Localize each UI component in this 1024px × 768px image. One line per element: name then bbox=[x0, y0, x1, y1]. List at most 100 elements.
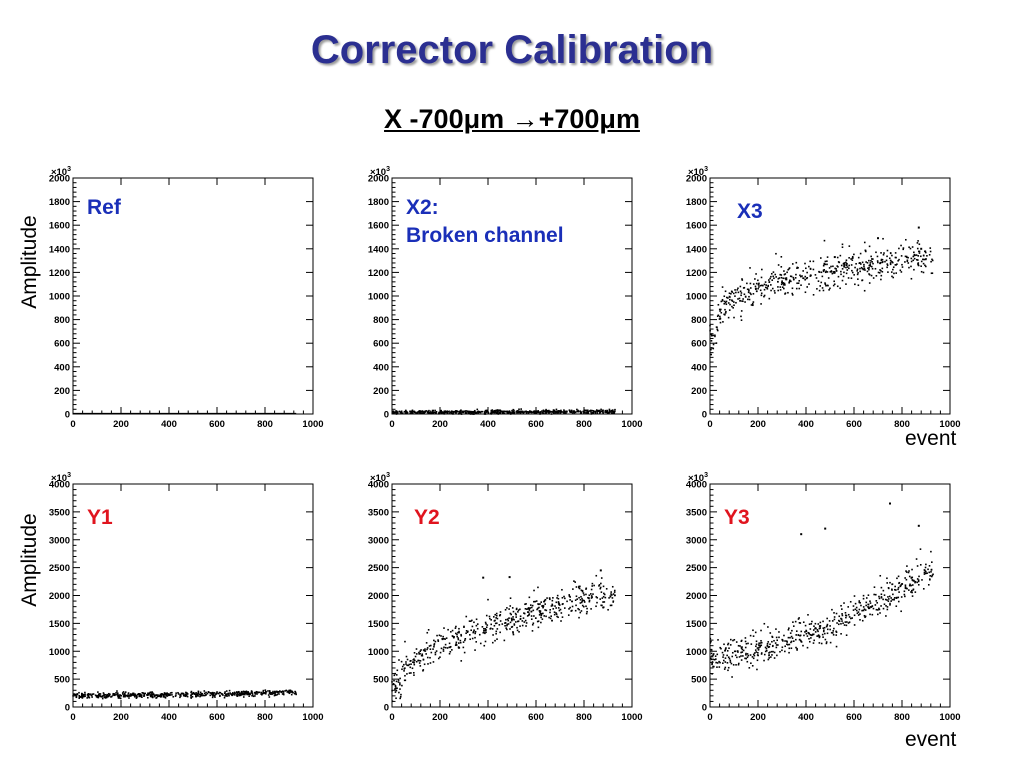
data-point bbox=[421, 410, 424, 412]
data-point bbox=[770, 272, 773, 275]
data-point bbox=[749, 654, 752, 656]
x-tick-label: 0 bbox=[389, 712, 394, 723]
data-point bbox=[404, 412, 407, 415]
data-point bbox=[251, 692, 254, 695]
data-point bbox=[916, 247, 919, 250]
data-point bbox=[600, 408, 602, 411]
data-point bbox=[867, 594, 870, 596]
y-multiplier: ×103 bbox=[370, 472, 390, 484]
data-point bbox=[432, 648, 434, 650]
data-point bbox=[895, 272, 898, 274]
y-tick-label: 1600 bbox=[49, 221, 70, 232]
data-point bbox=[509, 612, 512, 615]
data-point bbox=[412, 659, 415, 661]
data-point bbox=[790, 280, 792, 283]
data-point bbox=[495, 409, 498, 412]
data-point bbox=[879, 262, 881, 265]
data-point bbox=[532, 622, 535, 625]
data-point bbox=[513, 411, 516, 414]
data-point bbox=[553, 409, 556, 412]
data-point bbox=[519, 618, 522, 620]
data-point bbox=[433, 645, 435, 648]
data-point bbox=[826, 271, 829, 273]
data-point bbox=[428, 409, 430, 412]
data-point bbox=[551, 599, 554, 602]
data-point bbox=[609, 604, 612, 607]
data-point bbox=[744, 646, 747, 649]
data-point bbox=[491, 628, 494, 630]
data-point bbox=[492, 411, 495, 414]
data-point bbox=[497, 410, 500, 412]
data-point bbox=[126, 694, 129, 697]
data-point bbox=[781, 282, 784, 285]
data-point bbox=[258, 691, 261, 694]
data-point bbox=[124, 691, 127, 693]
data-point bbox=[602, 606, 605, 609]
data-point bbox=[839, 254, 842, 257]
data-point bbox=[784, 273, 787, 275]
data-point bbox=[518, 410, 520, 413]
data-point bbox=[512, 631, 514, 633]
data-point bbox=[429, 648, 432, 651]
data-point bbox=[756, 290, 758, 293]
data-point bbox=[835, 631, 838, 633]
data-point bbox=[252, 695, 255, 698]
x-tick-label: 600 bbox=[846, 712, 862, 723]
data-point bbox=[826, 624, 828, 627]
data-point bbox=[746, 288, 749, 291]
data-point bbox=[789, 279, 791, 282]
data-point bbox=[128, 695, 131, 697]
data-point bbox=[527, 411, 530, 414]
data-point bbox=[895, 589, 897, 591]
data-point bbox=[894, 256, 897, 259]
data-point bbox=[169, 692, 172, 694]
data-point bbox=[254, 692, 257, 694]
data-point bbox=[906, 587, 908, 590]
data-point bbox=[572, 412, 574, 414]
data-point bbox=[236, 692, 239, 694]
data-point bbox=[394, 411, 396, 414]
data-point bbox=[802, 621, 805, 624]
data-point bbox=[185, 695, 187, 698]
data-point bbox=[550, 615, 552, 617]
data-point bbox=[186, 695, 189, 698]
data-point bbox=[755, 643, 758, 646]
data-point bbox=[760, 276, 763, 279]
data-point bbox=[876, 255, 879, 258]
data-point bbox=[768, 297, 771, 300]
data-point bbox=[910, 591, 912, 593]
data-point bbox=[608, 408, 611, 411]
data-point bbox=[554, 410, 557, 413]
data-point bbox=[824, 271, 827, 274]
data-point bbox=[931, 258, 933, 261]
data-point bbox=[579, 602, 582, 604]
data-point bbox=[710, 348, 712, 351]
y-tick-label: 2000 bbox=[368, 174, 389, 185]
data-point bbox=[580, 411, 583, 413]
data-point bbox=[81, 696, 84, 699]
data-point bbox=[117, 693, 119, 695]
data-point bbox=[434, 409, 436, 412]
data-point bbox=[579, 611, 582, 614]
data-point bbox=[816, 635, 818, 637]
data-point bbox=[210, 692, 212, 694]
data-point bbox=[144, 692, 146, 695]
data-point bbox=[244, 690, 246, 693]
data-point bbox=[272, 690, 274, 693]
data-point bbox=[84, 695, 87, 697]
data-point bbox=[912, 588, 915, 591]
data-point bbox=[760, 292, 763, 295]
data-point bbox=[237, 693, 239, 696]
data-point bbox=[795, 638, 797, 641]
data-point bbox=[408, 672, 411, 674]
data-point bbox=[486, 409, 488, 412]
data-point bbox=[425, 653, 427, 655]
data-point bbox=[262, 689, 265, 692]
data-point bbox=[228, 689, 231, 692]
data-point bbox=[791, 629, 793, 632]
data-point bbox=[788, 651, 790, 654]
data-point bbox=[171, 694, 173, 696]
panel-x3: 0 200 400 600 800 100002004006008001000120014… bbox=[686, 166, 961, 430]
data-point bbox=[892, 593, 894, 596]
data-point bbox=[397, 681, 400, 683]
